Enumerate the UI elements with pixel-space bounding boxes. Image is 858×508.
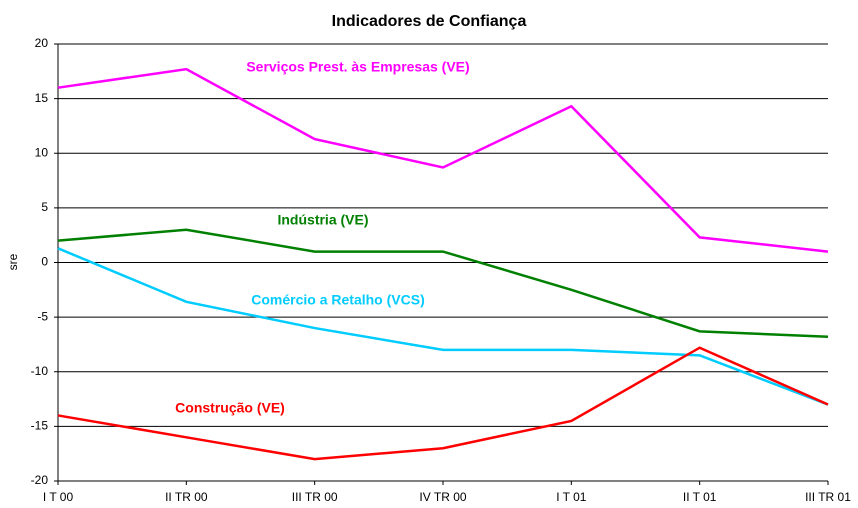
y-tick-label: 5 [41, 200, 48, 214]
series-label: Serviços Prest. às Empresas (VE) [246, 59, 469, 75]
y-axis-label: sre [6, 253, 20, 270]
y-tick-label: 15 [35, 91, 49, 105]
chart-title: Indicadores de Confiança [332, 13, 527, 30]
line-series [57, 67, 829, 253]
x-tick-label: II T 01 [683, 490, 717, 504]
x-tick-label: III TR 01 [805, 490, 851, 504]
x-tick-label: IV TR 00 [419, 490, 466, 504]
line-series [57, 346, 829, 461]
x-tick-label: I T 01 [556, 490, 587, 504]
y-tick-label: 0 [41, 255, 48, 269]
x-tick-label: III TR 00 [292, 490, 338, 504]
y-tick-label: -5 [37, 309, 48, 323]
series-label: Comércio a Retalho (VCS) [251, 292, 424, 308]
series-label: Construção (VE) [175, 400, 285, 416]
x-tick-label: II TR 00 [165, 490, 208, 504]
line-series [57, 247, 829, 406]
y-tick-label: -10 [31, 364, 49, 378]
y-tick-label: 20 [35, 36, 49, 50]
y-tick-label: 10 [35, 145, 49, 159]
series-label: Indústria (VE) [277, 212, 368, 228]
y-tick-label: -15 [31, 419, 49, 433]
x-tick-label: I T 00 [43, 490, 74, 504]
line-series [57, 228, 829, 339]
y-tick-label: -20 [31, 473, 49, 487]
